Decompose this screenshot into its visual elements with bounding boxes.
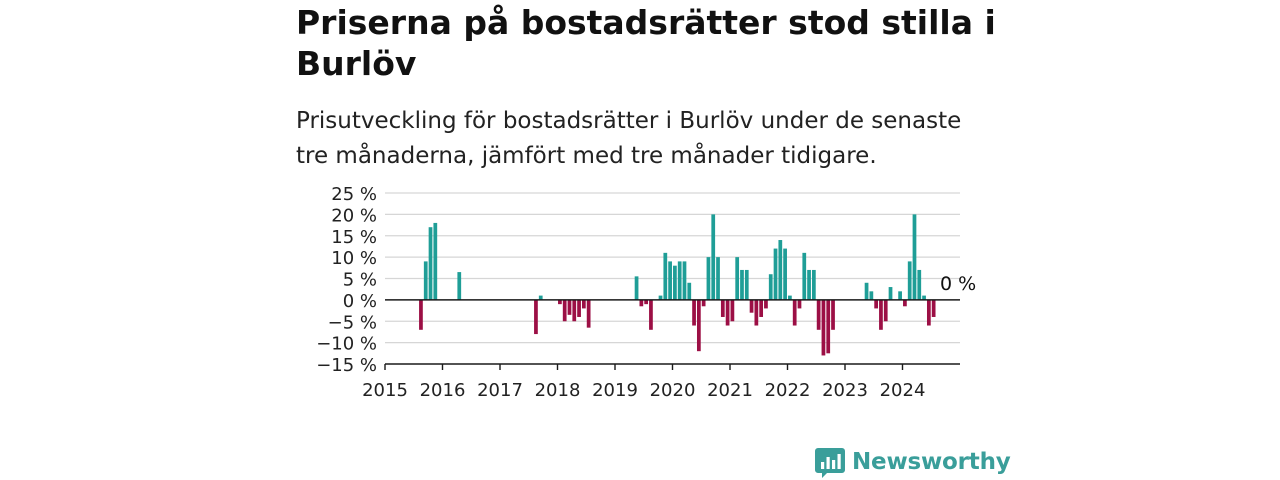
y-tick-label: 20 % bbox=[331, 205, 377, 226]
bar bbox=[754, 299, 759, 326]
y-axis-ticks: 25 %20 %15 %10 %5 %0 %−5 %−10 %−15 % bbox=[316, 184, 377, 376]
bar bbox=[423, 261, 428, 300]
bar bbox=[534, 299, 538, 335]
bar bbox=[903, 299, 907, 307]
bar bbox=[634, 276, 639, 300]
bar bbox=[682, 261, 687, 300]
chart-title: Priserna på bostadsrätter stod stilla i … bbox=[296, 3, 996, 83]
x-tick-label: 2020 bbox=[650, 380, 696, 401]
bar bbox=[879, 299, 883, 330]
bar bbox=[562, 299, 567, 322]
bar bbox=[811, 269, 816, 300]
bar bbox=[735, 257, 740, 300]
brand-logo: Newsworthy bbox=[814, 445, 1011, 479]
x-tick-label: 2018 bbox=[535, 380, 581, 401]
newsworthy-logo-icon bbox=[815, 448, 845, 478]
bar bbox=[538, 295, 543, 300]
brand-name: Newsworthy bbox=[852, 449, 1011, 475]
y-tick-label: 0 % bbox=[343, 291, 377, 312]
bar bbox=[692, 299, 696, 326]
y-tick-label: 10 % bbox=[331, 248, 377, 269]
bar bbox=[778, 240, 783, 300]
x-tick-label: 2015 bbox=[362, 380, 408, 401]
y-tick-label: −10 % bbox=[316, 334, 377, 355]
y-tick-label: 15 % bbox=[331, 227, 377, 248]
bar bbox=[797, 299, 802, 309]
bar bbox=[816, 299, 821, 330]
bar bbox=[706, 257, 711, 300]
bar bbox=[687, 282, 692, 300]
x-tick-label: 2019 bbox=[592, 380, 638, 401]
bar bbox=[572, 299, 577, 322]
y-tick-label: 5 % bbox=[343, 270, 377, 291]
bar bbox=[433, 222, 438, 300]
bar bbox=[677, 261, 682, 300]
bar bbox=[419, 299, 423, 330]
bar bbox=[773, 248, 778, 300]
x-tick-label: 2022 bbox=[765, 380, 811, 401]
bar bbox=[869, 291, 874, 300]
bar bbox=[701, 299, 706, 307]
x-tick-label: 2023 bbox=[822, 380, 868, 401]
bar bbox=[783, 248, 787, 300]
bar bbox=[926, 299, 931, 326]
bar bbox=[768, 274, 773, 300]
bar bbox=[428, 227, 433, 300]
bar bbox=[917, 269, 922, 300]
y-tick-label: 25 % bbox=[331, 184, 377, 205]
bar bbox=[888, 287, 893, 300]
bar bbox=[898, 291, 902, 300]
bar bbox=[658, 295, 663, 300]
bar bbox=[720, 299, 725, 317]
x-tick-label: 2016 bbox=[420, 380, 466, 401]
bar bbox=[673, 265, 677, 300]
gridlines bbox=[385, 192, 960, 344]
bar bbox=[821, 299, 826, 356]
bar bbox=[931, 299, 936, 317]
bar bbox=[831, 299, 835, 330]
bar bbox=[740, 269, 744, 300]
bar bbox=[725, 299, 730, 326]
bar bbox=[922, 295, 926, 300]
bar bbox=[730, 299, 735, 322]
bar bbox=[744, 269, 749, 300]
bar bbox=[807, 269, 811, 300]
bar bbox=[577, 299, 581, 317]
y-tick-label: −5 % bbox=[328, 312, 377, 333]
bar bbox=[663, 252, 668, 300]
bar bbox=[826, 299, 831, 354]
bar bbox=[567, 299, 572, 315]
latest-value-label: 0 % bbox=[940, 273, 976, 295]
bar bbox=[874, 299, 879, 309]
bar bbox=[711, 214, 716, 300]
bar-chart: 25 %20 %15 %10 %5 %0 %−5 %−10 %−15 % 201… bbox=[316, 184, 976, 401]
bar bbox=[788, 295, 792, 300]
bar bbox=[639, 299, 644, 307]
bar bbox=[696, 299, 701, 352]
bar bbox=[716, 257, 720, 300]
bar bbox=[749, 299, 754, 313]
x-tick-label: 2024 bbox=[880, 380, 926, 401]
bar bbox=[586, 299, 591, 328]
bar bbox=[457, 272, 462, 300]
x-tick-label: 2021 bbox=[707, 380, 753, 401]
x-tick-label: 2017 bbox=[477, 380, 523, 401]
bar bbox=[644, 299, 649, 305]
bar-series bbox=[419, 214, 936, 356]
bar bbox=[759, 299, 764, 317]
bar bbox=[581, 299, 586, 309]
y-tick-label: −15 % bbox=[316, 355, 377, 376]
x-axis-ticks: 2015 2016 2017 2018 2019 2020 2021 2022 2023 2024 bbox=[362, 364, 925, 401]
bar bbox=[802, 252, 807, 300]
bar bbox=[649, 299, 653, 330]
chart-subtitle: Prisutveckling för bostadsrätter i Burlö… bbox=[296, 108, 962, 169]
bar bbox=[792, 299, 797, 326]
bar bbox=[907, 261, 912, 300]
bar bbox=[883, 299, 888, 322]
bar bbox=[764, 299, 768, 309]
bar bbox=[912, 214, 917, 300]
bar bbox=[558, 299, 562, 305]
bar bbox=[668, 261, 672, 300]
bar bbox=[864, 282, 869, 300]
